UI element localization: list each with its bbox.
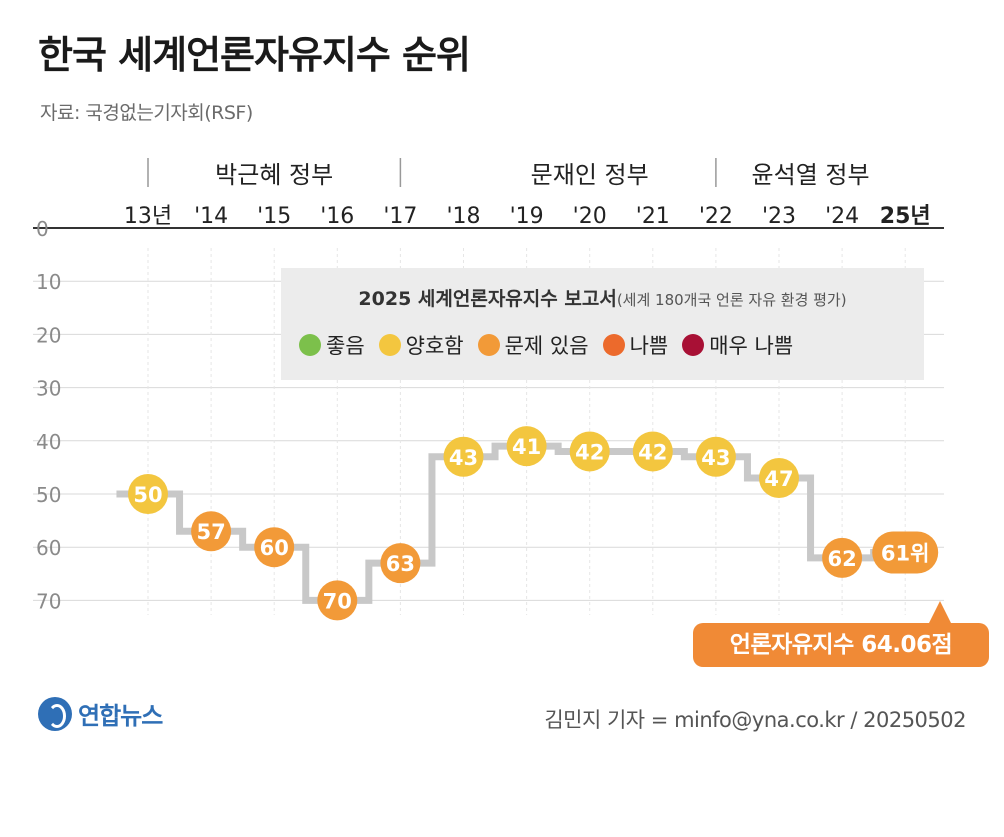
data-point: 41 — [506, 426, 547, 467]
data-label: 42 — [575, 440, 604, 464]
y-tick-label: 60 — [36, 536, 61, 560]
data-label: 47 — [764, 467, 793, 491]
legend-label: 나쁨 — [629, 334, 669, 358]
y-tick-label: 10 — [36, 270, 61, 294]
government-label: 윤석열 정부 — [752, 161, 870, 189]
x-tick-label: '21 — [636, 204, 670, 229]
x-tick-label: '18 — [446, 204, 480, 229]
data-point: 63 — [380, 543, 421, 584]
data-label: 41 — [512, 435, 541, 459]
legend-label: 문제 있음 — [504, 334, 589, 358]
data-label: 61위 — [881, 542, 930, 566]
x-tick-label: '20 — [573, 204, 607, 229]
data-point-marker — [317, 580, 358, 621]
data-point-marker — [822, 537, 863, 578]
data-point-marker — [695, 436, 736, 477]
data-point-marker — [759, 458, 799, 499]
data-label: 43 — [449, 446, 478, 470]
data-point: 57 — [191, 511, 232, 552]
y-tick-label: 70 — [36, 589, 61, 613]
data-point-marker — [128, 474, 168, 514]
legend-label: 좋음 — [326, 334, 365, 358]
data-point: 47 — [759, 458, 799, 499]
credit-line: 김민지 기자 = minfo@yna.co.kr / 20250502 — [544, 708, 966, 732]
source-note: 자료: 국경없는기자회(RSF) — [40, 102, 253, 124]
legend-swatch-icon — [378, 334, 401, 356]
y-tick-label: 0 — [36, 217, 49, 241]
legend-swatch-icon — [477, 334, 500, 356]
legend-item: 좋음 — [299, 330, 365, 360]
data-label: 62 — [827, 547, 856, 571]
data-point: 61위 — [872, 531, 939, 574]
data-label: 42 — [638, 440, 667, 464]
logo-text: 연합뉴스 — [78, 702, 163, 730]
data-point: 42 — [569, 431, 610, 472]
y-tick-label: 30 — [36, 377, 61, 401]
data-point-marker — [191, 511, 232, 552]
data-label: 63 — [386, 552, 415, 576]
publisher-logo: 연합뉴스 — [38, 696, 163, 731]
legend-label: 매우 나쁨 — [709, 334, 794, 358]
data-point: 70 — [317, 580, 358, 621]
x-tick-label: '17 — [383, 204, 417, 229]
data-point-marker — [506, 426, 547, 467]
legend-item: 매우 나쁨 — [682, 330, 793, 360]
yonhap-logo-icon — [38, 696, 72, 731]
legend-label: 양호함 — [405, 334, 464, 358]
x-tick-label: '19 — [510, 204, 544, 229]
callout-pointer — [928, 601, 952, 625]
legend-item: 양호함 — [378, 330, 464, 360]
rank-step-line — [116, 442, 906, 604]
x-tick-label: '24 — [825, 204, 859, 229]
x-tick-label: '15 — [257, 204, 291, 229]
x-tick-label: 25년 — [880, 204, 931, 229]
data-label: 70 — [323, 589, 352, 613]
legend-subtitle: (세계 180개국 언론 자유 환경 평가) — [616, 291, 847, 309]
data-point: 42 — [632, 431, 673, 472]
score-callout: 언론자유지수 64.06점 — [693, 623, 989, 667]
y-tick-label: 20 — [36, 323, 61, 347]
legend-swatch-icon — [602, 334, 625, 356]
data-point: 43 — [695, 436, 736, 477]
legend-items: 좋음 양호함 문제 있음 나쁨 매우 나쁨 — [299, 330, 793, 360]
data-label: 57 — [196, 520, 225, 544]
legend-item: 나쁨 — [602, 330, 669, 360]
data-point-marker — [254, 527, 295, 568]
legend-swatch-icon — [299, 334, 321, 356]
legend-title-main: 2025 세계언론자유지수 보고서 — [358, 288, 617, 310]
y-tick-label: 50 — [36, 483, 61, 507]
government-label: 박근혜 정부 — [215, 161, 333, 189]
data-point-marker — [569, 431, 610, 472]
data-point-marker — [632, 431, 673, 472]
legend-item: 문제 있음 — [477, 330, 589, 360]
data-point: 50 — [128, 474, 168, 514]
data-point: 60 — [254, 527, 295, 568]
data-point-marker — [443, 436, 484, 477]
legend-title: 2025 세계언론자유지수 보고서(세계 180개국 언론 자유 환경 평가) — [281, 284, 924, 311]
data-point-marker — [380, 543, 421, 584]
y-tick-label: 40 — [36, 430, 61, 454]
data-point: 43 — [443, 436, 484, 477]
government-label: 문재인 정부 — [531, 161, 649, 189]
data-label: 60 — [260, 536, 289, 560]
data-point: 62 — [822, 537, 863, 578]
data-label: 43 — [701, 446, 730, 470]
chart-title: 한국 세계언론자유지수 순위 — [38, 33, 471, 77]
legend: 2025 세계언론자유지수 보고서(세계 180개국 언론 자유 환경 평가) … — [281, 268, 924, 380]
x-tick-label: 13년 — [124, 204, 172, 229]
x-tick-label: '22 — [699, 204, 733, 229]
x-tick-label: '14 — [194, 204, 228, 229]
x-tick-label: '23 — [762, 204, 796, 229]
data-label: 50 — [133, 483, 162, 507]
data-point-marker — [872, 531, 939, 574]
legend-swatch-icon — [682, 334, 705, 356]
x-tick-label: '16 — [320, 204, 354, 229]
